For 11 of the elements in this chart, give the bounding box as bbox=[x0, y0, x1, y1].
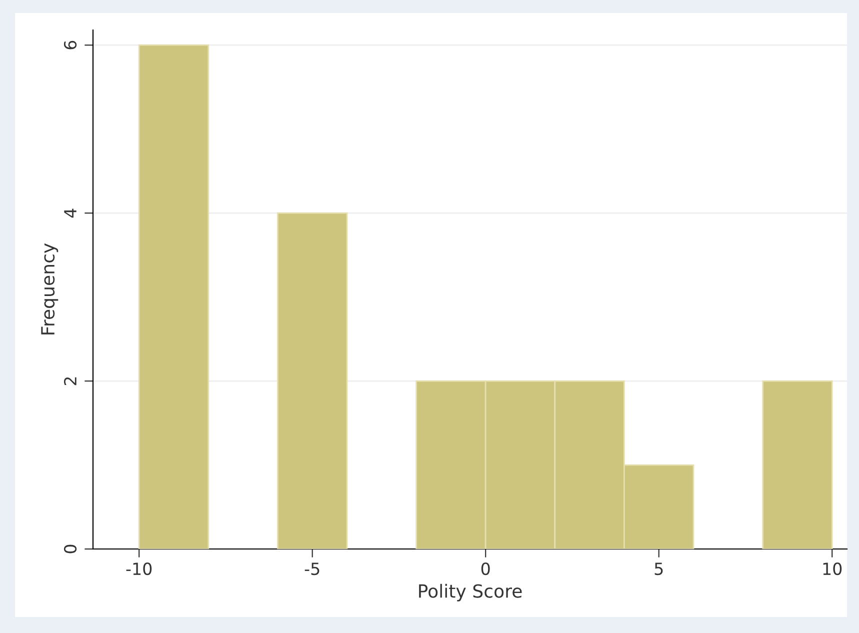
y-tick-label: 4 bbox=[64, 208, 76, 218]
x-axis-title: Polity Score bbox=[419, 584, 522, 602]
y-axis-title: Frequency bbox=[41, 243, 58, 334]
y-tick-label: 0 bbox=[64, 544, 77, 554]
y-tick-label: 2 bbox=[64, 377, 76, 386]
x-tick-label: -10 bbox=[126, 562, 152, 576]
x-tick-label: 5 bbox=[654, 562, 663, 576]
x-tick-label: -5 bbox=[304, 562, 320, 576]
y-tick-label: 6 bbox=[64, 40, 77, 50]
x-tick-label: 10 bbox=[823, 562, 842, 576]
x-tick-label: 0 bbox=[481, 562, 490, 576]
